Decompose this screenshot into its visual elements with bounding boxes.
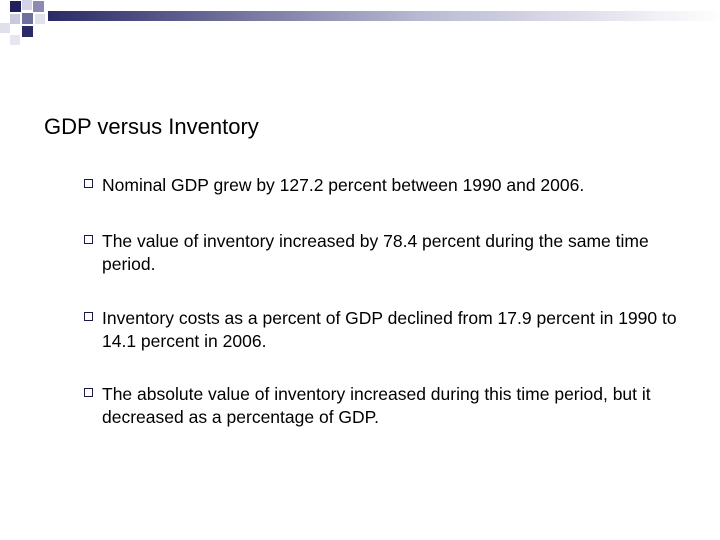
bullet-item: The value of inventory increased by 78.4… (84, 230, 684, 276)
square-outline-icon (84, 388, 93, 397)
square-outline-icon (84, 179, 93, 188)
slide-title: GDP versus Inventory (44, 114, 259, 139)
deco-square-light (0, 23, 10, 33)
bullet-text: The value of inventory increased by 78.4… (102, 231, 649, 274)
bullet-text: Inventory costs as a percent of GDP decl… (102, 308, 677, 351)
bullet-list: Nominal GDP grew by 127.2 percent betwee… (84, 174, 684, 459)
bullet-text: The absolute value of inventory increase… (102, 384, 651, 427)
header-decoration (0, 0, 720, 45)
deco-square-mid (22, 13, 33, 24)
bullet-item: Inventory costs as a percent of GDP decl… (84, 307, 684, 353)
bullet-text: Nominal GDP grew by 127.2 percent betwee… (102, 175, 585, 195)
header-gradient-bar (48, 11, 720, 21)
bullet-item: The absolute value of inventory increase… (84, 383, 684, 429)
deco-square-light (10, 35, 20, 45)
deco-square-dark (22, 26, 33, 37)
deco-square-light (22, 0, 32, 10)
deco-square-light (35, 14, 45, 24)
bullet-item: Nominal GDP grew by 127.2 percent betwee… (84, 174, 684, 197)
deco-square-dark (10, 1, 21, 12)
square-outline-icon (84, 312, 93, 321)
square-outline-icon (84, 235, 93, 244)
deco-square-light (10, 14, 20, 24)
deco-square-mid (33, 1, 44, 12)
